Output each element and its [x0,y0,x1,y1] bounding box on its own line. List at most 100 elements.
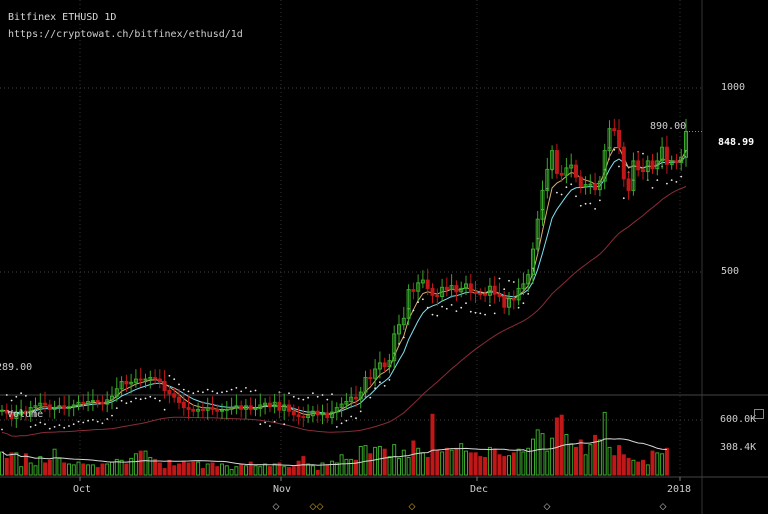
volume-bar [344,458,349,476]
volume-bar [440,451,445,476]
volume-bar [382,448,387,476]
sar-dot [469,310,472,313]
candle-body [272,401,277,408]
candle-body [114,388,119,397]
volume-bar [76,461,81,476]
candle-body [148,377,153,380]
volume-bar [349,458,354,476]
sar-dot [168,374,171,377]
sar-dot [455,310,458,312]
volume-bar [617,445,622,476]
low-price-label: 289.00 [0,362,33,373]
sar-dot [431,313,434,316]
candle-body [143,378,148,381]
sar-dot [120,399,123,402]
sar-dot [139,398,142,401]
volume-bar [258,466,263,476]
candle-body [330,411,335,419]
event-marker-icon[interactable]: ◇ [273,502,280,512]
candle-body [14,414,19,419]
volume-bar [392,444,397,476]
candle-body [210,407,215,410]
candle-body [186,407,191,410]
candle-body [468,283,473,293]
sar-dot [599,199,601,202]
sar-dot [273,420,276,423]
sar-dot [173,378,176,381]
event-marker-icon[interactable]: ◇ [317,502,324,512]
sar-dot [53,426,56,428]
event-marker-icon[interactable]: ◇ [544,502,551,512]
sar-dot [412,309,415,312]
volume-bar [172,465,177,476]
panel-resize-icon[interactable] [754,409,764,419]
volume-bar [487,446,492,476]
candle-body [0,409,4,412]
volume-bar [449,449,454,476]
volume-bar [19,466,24,476]
sar-dot [503,288,506,291]
chart-url[interactable]: https://cryptowat.ch/bitfinex/ethusd/1d [8,29,243,40]
volume-bar [325,464,330,476]
candle-body [33,405,38,409]
candle-body [167,390,172,395]
volume-bar [220,463,224,476]
sar-dot [522,302,525,305]
sar-dot [402,336,405,339]
sar-dot [479,312,482,315]
x-tick-oct: Oct [73,484,92,495]
candle-body [554,150,559,174]
event-marker-icon[interactable]: ◇ [310,502,317,512]
volume-bar [244,465,248,476]
candle-body [205,407,210,411]
sar-dot [575,195,577,198]
sar-dot [383,385,386,387]
sar-dot [101,422,104,425]
sar-dot [426,306,429,309]
candle-body [645,160,650,173]
candle-body [597,180,602,191]
sar-dot [221,391,223,394]
candle-body [267,402,272,408]
volume-bar [133,453,138,476]
sar-dot [680,175,683,178]
candle-body [67,406,71,410]
event-marker-icon[interactable]: ◇ [409,502,416,512]
candle-body [406,289,411,319]
candle-body [535,218,540,250]
sar-dot [622,197,625,200]
candle-body [57,405,62,409]
event-marker-icon[interactable]: ◇ [660,502,667,512]
volume-bar [464,450,468,476]
volume-bar [397,457,401,476]
candle-body [669,160,674,165]
candle-body [459,287,464,293]
candle-body [660,146,665,162]
candle-body [86,401,91,404]
candle-body [258,404,263,409]
sar-dot [316,395,319,398]
candle-body [545,168,550,191]
volume-bar [90,464,95,476]
volume-bar [650,450,655,476]
volume-bar [14,452,19,476]
candle-body [277,401,282,411]
candle-body [172,393,177,398]
volume-bar [291,466,296,476]
volume-bar [354,459,358,476]
sar-dot [307,396,309,399]
sar-dot [115,407,118,409]
candle-body [617,130,622,148]
candle-body [153,377,158,380]
volume-bar [306,463,311,476]
sar-dot [77,420,80,423]
sar-dot [288,392,290,395]
volume-label: Volume [7,409,44,420]
x-tick-nov: Nov [273,484,292,495]
volume-bar [81,463,86,476]
sar-dot [579,204,582,207]
volume-bar [124,463,129,476]
candle-body [626,178,631,191]
sar-dot [594,208,596,210]
price-tick-1000: 1000 [721,82,746,93]
